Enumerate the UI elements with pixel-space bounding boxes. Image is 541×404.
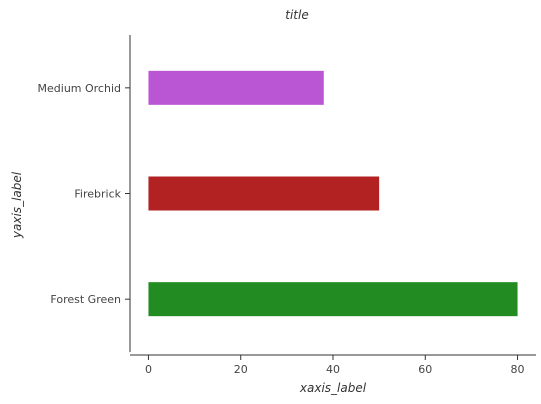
x-tick-label-80: 80 <box>511 363 525 376</box>
x-tick-label-0: 0 <box>145 363 152 376</box>
x-tick-label-60: 60 <box>418 363 432 376</box>
y-axis-label: yaxis_label <box>10 171 24 239</box>
y-tick-label-firebrick: Firebrick <box>74 188 121 201</box>
x-tick-label-20: 20 <box>234 363 248 376</box>
chart-title: title <box>285 8 308 22</box>
y-axis: Forest Green Firebrick Medium Orchid <box>38 35 131 352</box>
x-tick-label-40: 40 <box>326 363 340 376</box>
y-tick-label-medium-orchid: Medium Orchid <box>38 82 121 95</box>
y-tick-label-forest-green: Forest Green <box>50 293 121 306</box>
x-axis: 0 20 40 60 80 <box>130 354 536 376</box>
x-axis-label: xaxis_label <box>299 381 367 395</box>
bar-forest-green <box>148 282 518 317</box>
bar-medium-orchid <box>148 70 324 105</box>
bars-layer <box>148 70 518 317</box>
bar-firebrick <box>148 176 380 211</box>
